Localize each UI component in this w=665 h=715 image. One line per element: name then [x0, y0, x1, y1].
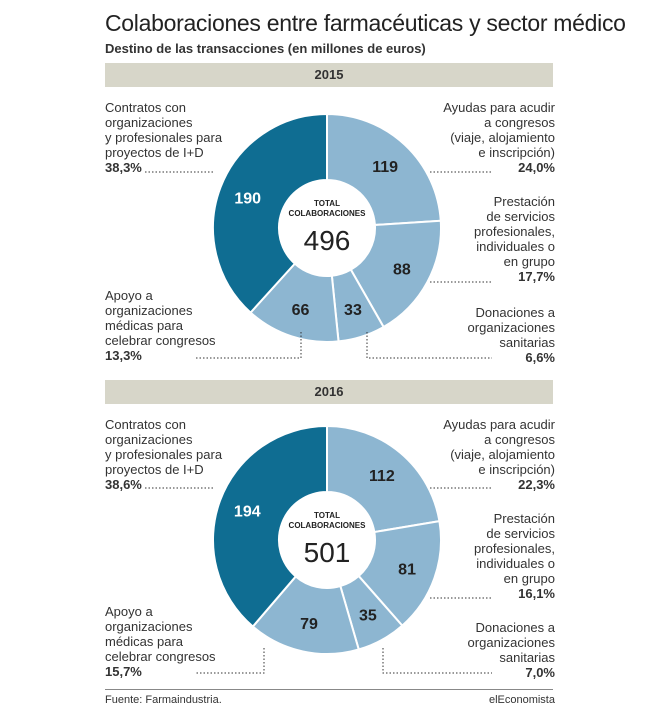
year-band-2016: 2016	[105, 380, 553, 404]
percent-ayudas-2016: 22,3%	[518, 477, 555, 492]
leader-line	[195, 332, 302, 359]
slice-value-label: 66	[292, 302, 310, 319]
label-line: sanitarias	[499, 650, 555, 665]
footer-divider	[105, 689, 553, 690]
leader-line	[382, 648, 492, 674]
donut-slice	[212, 424, 328, 628]
label-line: Prestación	[493, 511, 555, 526]
donut-slice	[326, 112, 442, 227]
label-line: Contratos con	[105, 417, 186, 432]
percent-contratos-2016: 38,6%	[105, 477, 142, 492]
label-line: (viaje, alojamiento	[450, 447, 555, 462]
label-apoyo-2015: Apoyo a organizaciones médicas para cele…	[105, 288, 216, 363]
chart-title: Colaboraciones entre farmacéuticas y sec…	[105, 10, 626, 36]
leader-line	[195, 648, 265, 674]
chart-subtitle: Destino de las transacciones (en millone…	[105, 41, 426, 56]
label-line: en grupo	[503, 571, 555, 586]
slice-value-label: 33	[344, 302, 362, 319]
label-line: celebrar congresos	[105, 649, 216, 664]
label-line: proyectos de I+D	[105, 462, 204, 477]
percent-prestacion-2016: 16,1%	[518, 586, 555, 601]
leader-line	[366, 332, 492, 359]
label-line: organizaciones	[105, 619, 193, 634]
slice-value-label: 35	[359, 608, 377, 625]
center-label: COLABORACIONES	[289, 209, 367, 218]
label-line: y profesionales para	[105, 130, 223, 145]
label-line: (viaje, alojamiento	[450, 130, 555, 145]
label-line: de servicios	[486, 526, 555, 541]
label-line: organizaciones	[467, 320, 555, 335]
year-band-2015: 2015	[105, 63, 553, 87]
label-line: y profesionales para	[105, 447, 223, 462]
label-contratos-2015: Contratos con organizaciones y profesion…	[105, 100, 222, 175]
donut-slice	[349, 219, 442, 329]
label-line: organizaciones	[467, 635, 555, 650]
label-line: Ayudas para acudir	[443, 417, 555, 432]
slice-value-label: 79	[300, 616, 318, 633]
slice-value-label: 119	[372, 159, 398, 176]
label-line: individuales o	[476, 239, 555, 254]
percent-prestacion-2015: 17,7%	[518, 269, 555, 284]
label-prestacion-2016: Prestación de servicios profesionales, i…	[474, 511, 555, 601]
slice-value-label: 190	[234, 190, 261, 207]
donut-slice	[326, 424, 441, 534]
label-line: e inscripción)	[478, 145, 555, 160]
percent-ayudas-2015: 24,0%	[518, 160, 555, 175]
slice-value-label: 81	[398, 561, 416, 578]
label-line: Prestación	[493, 194, 555, 209]
label-line: Apoyo a	[105, 604, 153, 619]
label-line: médicas para	[105, 634, 184, 649]
label-ayudas-2016: Ayudas para acudir a congresos (viaje, a…	[443, 417, 555, 492]
percent-apoyo-2016: 15,7%	[105, 664, 142, 679]
label-ayudas-2015: Ayudas para acudir a congresos (viaje, a…	[443, 100, 555, 175]
label-line: de servicios	[486, 209, 555, 224]
percent-donaciones-2016: 7,0%	[525, 665, 555, 680]
label-line: Contratos con	[105, 100, 186, 115]
label-line: Donaciones a	[475, 305, 556, 320]
percent-donaciones-2015: 6,6%	[525, 350, 555, 365]
label-line: Donaciones a	[475, 620, 556, 635]
slice-value-label: 194	[234, 504, 261, 521]
label-line: sanitarias	[499, 335, 555, 350]
label-line: a congresos	[484, 432, 555, 447]
label-line: médicas para	[105, 318, 184, 333]
center-total: 496	[304, 225, 351, 256]
center-total: 501	[304, 537, 351, 568]
label-line: profesionales,	[474, 224, 555, 239]
center-label: TOTAL	[314, 511, 340, 520]
label-donaciones-2015: Donaciones a organizaciones sanitarias 6…	[468, 305, 555, 365]
slice-value-label: 88	[393, 261, 411, 278]
label-apoyo-2016: Apoyo a organizaciones médicas para cele…	[105, 604, 216, 679]
label-line: Apoyo a	[105, 288, 153, 303]
brand-name: elEconomista	[488, 694, 555, 706]
label-line: individuales o	[476, 556, 555, 571]
label-line: profesionales,	[474, 541, 555, 556]
source-note: Fuente: Farmaindustria.	[105, 694, 222, 706]
label-line: a congresos	[484, 115, 555, 130]
label-line: Ayudas para acudir	[443, 100, 555, 115]
donut-slice	[357, 519, 442, 628]
center-label: TOTAL	[314, 199, 340, 208]
label-donaciones-2016: Donaciones a organizaciones sanitarias 7…	[468, 620, 555, 680]
label-line: e inscripción)	[478, 462, 555, 477]
label-line: celebrar congresos	[105, 333, 216, 348]
label-line: en grupo	[503, 254, 555, 269]
percent-apoyo-2015: 13,3%	[105, 348, 142, 363]
slice-value-label: 112	[369, 468, 395, 485]
label-contratos-2016: Contratos con organizaciones y profesion…	[105, 417, 222, 492]
label-line: proyectos de I+D	[105, 145, 204, 160]
label-line: organizaciones	[105, 115, 193, 130]
percent-contratos-2015: 38,3%	[105, 160, 142, 175]
label-prestacion-2015: Prestación de servicios profesionales, i…	[474, 194, 555, 284]
donut-slice	[212, 112, 328, 315]
center-label: COLABORACIONES	[289, 521, 367, 530]
label-line: organizaciones	[105, 303, 193, 318]
label-line: organizaciones	[105, 432, 193, 447]
